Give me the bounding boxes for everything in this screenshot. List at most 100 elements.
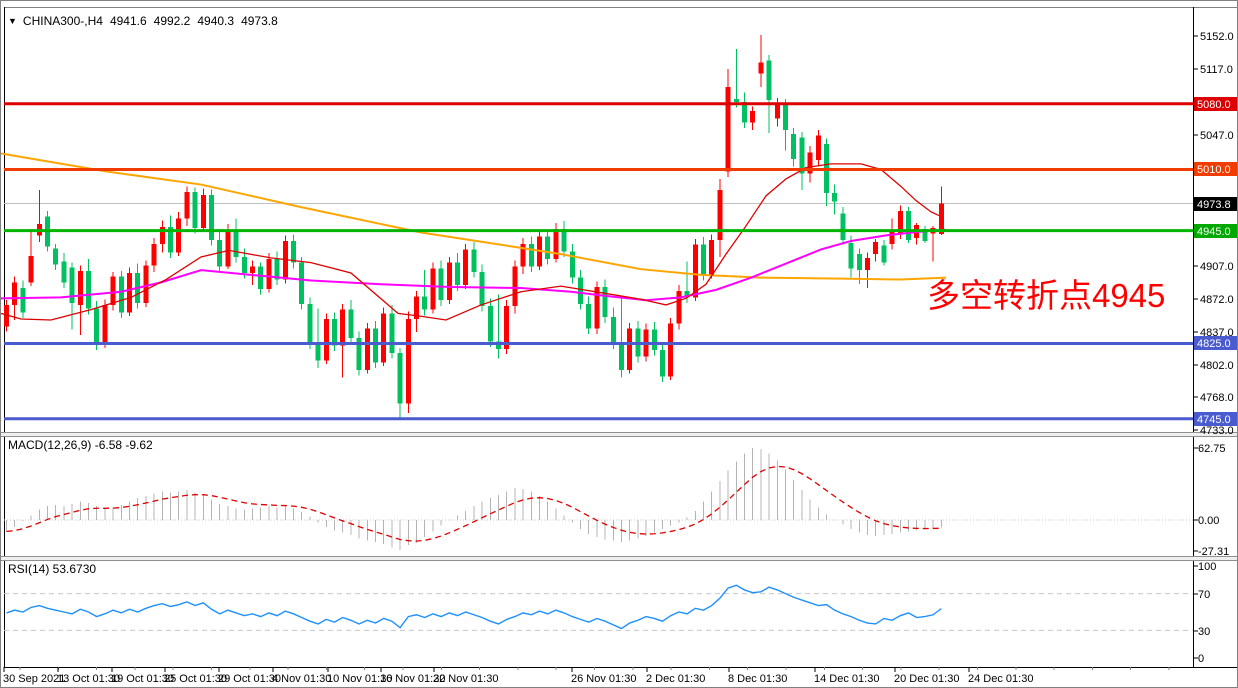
candle-body — [102, 304, 108, 343]
price-badge-4973.8 — [1194, 197, 1237, 211]
candle-body — [209, 194, 214, 241]
candle-body — [446, 262, 452, 301]
candle-body — [627, 328, 633, 370]
candle-body — [840, 213, 846, 241]
candle-body — [200, 194, 206, 228]
candle-body — [28, 256, 34, 283]
candle-body — [774, 104, 780, 119]
rsi-axis-label: 30 — [1198, 626, 1210, 638]
candle-body — [479, 272, 485, 306]
candle-body — [266, 258, 272, 289]
time-axis-label: 25 Oct 01:30 — [164, 673, 227, 685]
price-badge-label: 5080.0 — [1197, 99, 1231, 111]
candle-body — [660, 350, 665, 377]
price-axis-label: 4768.0 — [1200, 392, 1234, 404]
ma-fast-red-line — [1, 163, 940, 321]
candle-body — [225, 229, 231, 267]
candle-body — [184, 192, 190, 219]
price-badge-label: 4973.8 — [1197, 199, 1231, 211]
candle-body — [340, 309, 346, 346]
price-axis-label: 5117.0 — [1200, 64, 1233, 76]
chart-header: ▼ CHINA300-,H4 4941.6 4992.2 4940.3 4973… — [8, 14, 278, 28]
candle-body — [233, 229, 239, 257]
rsi-axis-label: 0 — [1198, 653, 1204, 665]
pane-splitter-rsi-bar[interactable] — [1, 557, 1238, 560]
candle-body — [348, 309, 354, 338]
candle-body — [323, 319, 329, 361]
candle-body — [422, 296, 428, 310]
candle-body — [651, 329, 657, 351]
macd-axis-label: -27.31 — [1198, 546, 1229, 558]
candle-body — [159, 226, 165, 244]
candle-body — [717, 190, 723, 241]
price-badge-label: 4745.0 — [1197, 414, 1231, 426]
candle-body — [881, 245, 887, 263]
price-badge-label: 5010.0 — [1197, 164, 1231, 176]
candle-body — [504, 305, 510, 350]
candle-body — [545, 236, 551, 259]
candle-body — [53, 248, 59, 265]
candle-body — [315, 343, 321, 361]
candle-body — [291, 240, 296, 263]
candle-body — [241, 256, 247, 273]
price-badge-label: 4945.0 — [1197, 226, 1231, 238]
candle-body — [94, 308, 100, 343]
candle-body — [848, 242, 854, 269]
candle-body — [192, 192, 198, 228]
time-axis-label: 10 Nov 01:30 — [327, 673, 392, 685]
candle-body — [692, 244, 698, 298]
candle-body — [873, 241, 879, 255]
candle-body — [807, 152, 813, 174]
price-axis-label: 4907.0 — [1200, 261, 1234, 273]
candle-body — [668, 323, 674, 377]
candle-body — [250, 266, 255, 273]
price-badge-label: 4825.0 — [1197, 338, 1231, 350]
candle-body — [430, 268, 436, 310]
macd-signal-line — [6, 465, 942, 542]
candle-body — [12, 282, 18, 305]
candle-body — [364, 328, 370, 370]
candle-body — [938, 203, 944, 234]
candle-body — [889, 230, 895, 244]
ma-slow-orange-line — [1, 152, 947, 281]
price-badge-4945.0 — [1194, 224, 1237, 238]
candle-body — [405, 319, 411, 404]
candle-body — [561, 228, 567, 252]
rsi-axis-label: 70 — [1198, 589, 1210, 601]
candle-body — [127, 272, 132, 313]
candle-body — [791, 133, 797, 160]
candle-body — [922, 228, 928, 241]
candle-body — [356, 337, 362, 370]
candle-body — [832, 193, 838, 202]
chart-dropdown-icon[interactable]: ▼ — [8, 16, 17, 26]
candle-body — [389, 313, 395, 353]
price-axis-label: 5152.0 — [1200, 31, 1234, 43]
candle-body — [4, 304, 9, 327]
price-badge-4745.0 — [1194, 412, 1237, 426]
annotation-text[interactable]: 多空转折点4945 — [927, 277, 1166, 314]
candle-body — [463, 249, 469, 286]
candle-body — [414, 296, 419, 320]
macd-indicator-label: MACD(12,26,9) -6.58 -9.62 — [8, 438, 153, 452]
time-axis-label: 8 Dec 01:30 — [728, 673, 787, 685]
candle-body — [151, 243, 157, 266]
candle-body — [20, 288, 26, 313]
candle-body — [176, 218, 182, 253]
candle-body — [332, 319, 337, 346]
time-axis-label: 4 Nov 01:30 — [272, 673, 331, 685]
pane-splitter-macd-bar[interactable] — [1, 433, 1238, 436]
candle-body — [742, 101, 747, 123]
time-axis-label: 24 Dec 01:30 — [968, 673, 1033, 685]
time-axis-label: 26 Nov 01:30 — [571, 673, 636, 685]
candle-body — [897, 210, 903, 235]
symbol-period-label: CHINA300-,H4 — [22, 14, 103, 28]
rsi-axis-label: 100 — [1198, 561, 1216, 573]
macd-axis-label: 62.75 — [1198, 443, 1226, 455]
price-axis-label: 5047.0 — [1200, 130, 1234, 142]
rsi-line — [6, 584, 942, 630]
candle-body — [118, 276, 124, 313]
candle-body — [307, 303, 313, 344]
time-axis-label: 13 Oct 01:30 — [57, 673, 120, 685]
ohlc-low: 4940.3 — [197, 14, 235, 28]
